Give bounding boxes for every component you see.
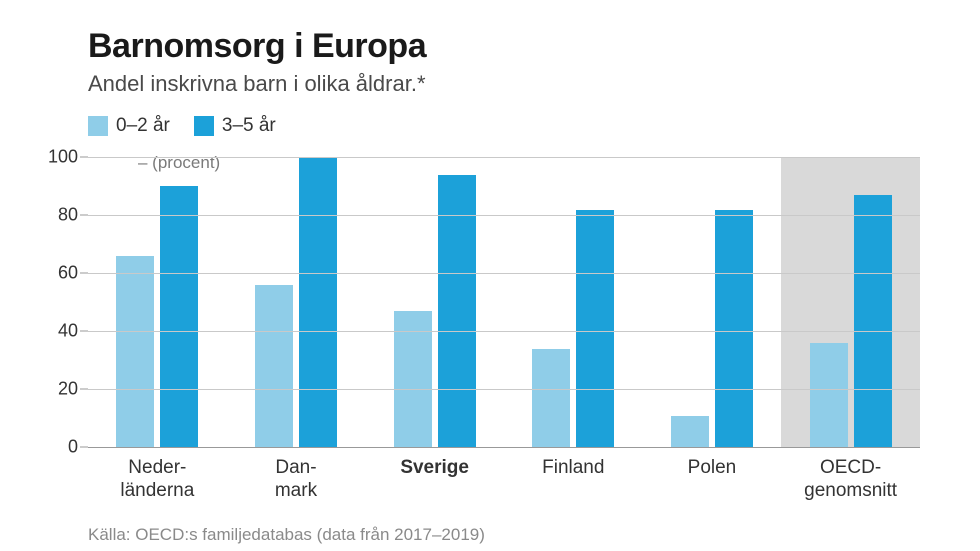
bar-group — [255, 157, 337, 447]
bar — [576, 210, 614, 448]
legend-item-0: 0–2 år — [88, 115, 170, 137]
chart-area: 020406080100 – (procent) — [88, 157, 920, 447]
bar — [532, 349, 570, 448]
x-axis-label: Sverige — [375, 457, 495, 503]
bar — [715, 210, 753, 448]
bar-group — [394, 157, 476, 447]
legend-label-0: 0–2 år — [116, 115, 170, 137]
gridline — [88, 273, 920, 274]
gridline — [88, 331, 920, 332]
gridline — [88, 157, 920, 158]
bar-group — [671, 157, 753, 447]
y-tick-label: 60 — [58, 263, 78, 284]
bar — [116, 256, 154, 447]
legend-label-1: 3–5 år — [222, 115, 276, 137]
x-axis-label: OECD-genomsnitt — [791, 457, 911, 503]
bar — [255, 285, 293, 447]
bar-group — [532, 157, 614, 447]
bar-group — [810, 157, 892, 447]
y-tick-label: 100 — [48, 147, 78, 168]
y-tick-label: 20 — [58, 379, 78, 400]
x-axis-labels: Neder-länderna Dan-mark Sverige Finland Pole… — [88, 457, 920, 503]
bars-area — [88, 157, 920, 447]
bar — [854, 195, 892, 447]
gridline — [88, 447, 920, 448]
x-axis-label: Neder-länderna — [97, 457, 217, 503]
y-tick-label: 40 — [58, 321, 78, 342]
gridline — [88, 215, 920, 216]
y-tick-label: 0 — [68, 437, 78, 458]
bar — [671, 416, 709, 448]
bar — [299, 157, 337, 447]
y-tick-label: 80 — [58, 205, 78, 226]
bar — [810, 343, 848, 447]
legend-swatch-0 — [88, 116, 108, 136]
gridline — [88, 389, 920, 390]
chart-subtitle: Andel inskrivna barn i olika åldrar.* — [88, 71, 920, 97]
x-axis-label: Finland — [513, 457, 633, 503]
legend: 0–2 år 3–5 år — [88, 115, 920, 137]
chart-title: Barnomsorg i Europa — [88, 28, 920, 65]
legend-swatch-1 — [194, 116, 214, 136]
plot-area — [88, 157, 920, 447]
bar — [160, 186, 198, 447]
y-axis: 020406080100 — [40, 157, 88, 447]
source-text: Källa: OECD:s familjedatabas (data från … — [88, 525, 920, 545]
bar-group — [116, 157, 198, 447]
x-axis-label: Dan-mark — [236, 457, 356, 503]
legend-item-1: 3–5 år — [194, 115, 276, 137]
x-axis-label: Polen — [652, 457, 772, 503]
